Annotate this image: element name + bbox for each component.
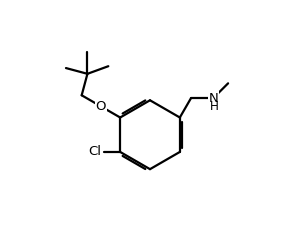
- Text: H: H: [210, 100, 219, 113]
- Text: O: O: [96, 100, 106, 113]
- Text: Cl: Cl: [88, 145, 101, 158]
- Text: N: N: [208, 92, 218, 105]
